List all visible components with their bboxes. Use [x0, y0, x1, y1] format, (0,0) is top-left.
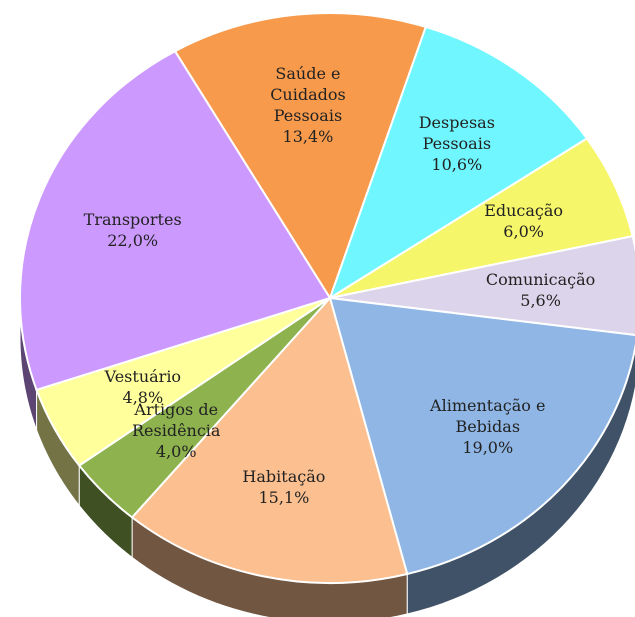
category-label: Comunicação: [485, 269, 596, 289]
slice-label: Habitação 15,1%: [214, 466, 354, 508]
slice-label: Saúde e Cuidados Pessoais 13,4%: [238, 63, 378, 147]
value-label: 6,0%: [503, 222, 544, 242]
slice-label: Transportes 22,0%: [63, 209, 203, 251]
category-label: Transportes: [83, 209, 182, 229]
slice: [328, 25, 589, 301]
category-label: Despesas Pessoais: [418, 112, 495, 153]
slice: [328, 296, 635, 576]
value-label: 4,8%: [122, 388, 164, 408]
value-label: 22,0%: [107, 230, 159, 250]
value-label: 5,6%: [520, 290, 561, 310]
value-label: 13,4%: [282, 127, 334, 147]
value-label: 4,0%: [155, 442, 197, 462]
slice-label: Vestuário 4,8%: [73, 366, 213, 408]
category-label: Artigos de Residência: [131, 400, 221, 441]
slice: [130, 295, 409, 584]
value-label: 15,1%: [258, 488, 310, 508]
category-label: Habitação: [242, 467, 326, 487]
slice-label: Despesas Pessoais 10,6%: [387, 112, 527, 175]
slice: [173, 12, 428, 301]
category-label: Educação: [484, 201, 564, 221]
category-label: Saúde e Cuidados Pessoais: [270, 64, 346, 126]
slice-label: Alimentação e Bebidas 19,0%: [418, 395, 558, 458]
slice: [329, 234, 635, 337]
category-label: Alimentação e Bebidas: [430, 396, 546, 437]
category-label: Vestuário: [104, 367, 182, 387]
slice-label: Artigos de Residência 4,0%: [106, 399, 246, 462]
value-label: 10,6%: [431, 154, 483, 174]
slice-label: Educação 6,0%: [454, 200, 594, 242]
slice-label: Comunicação 5,6%: [471, 269, 611, 311]
slice: [19, 49, 332, 392]
value-label: 19,0%: [462, 438, 514, 458]
